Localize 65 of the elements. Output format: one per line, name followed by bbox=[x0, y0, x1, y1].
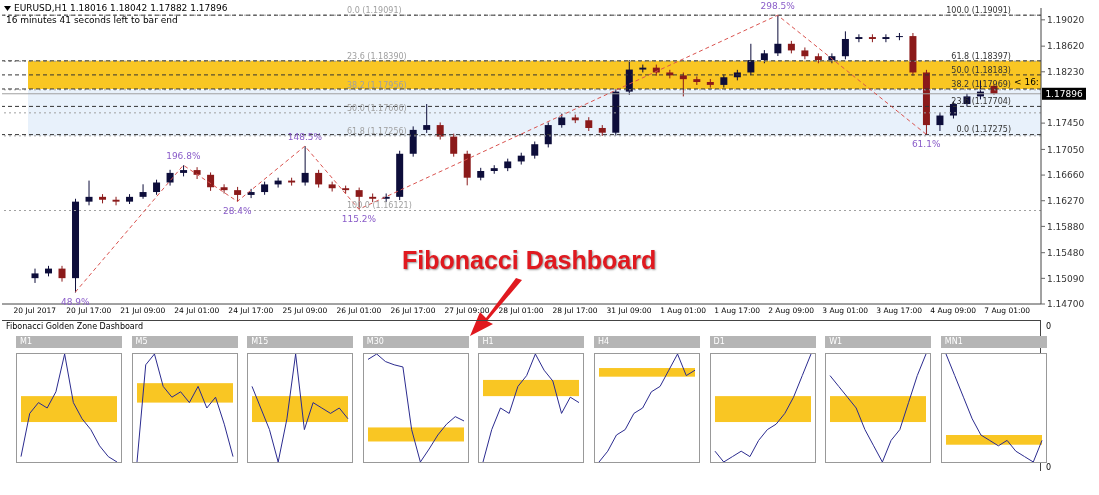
candlestick bbox=[882, 33, 890, 43]
y-tick-label: 1.19020 bbox=[1047, 15, 1085, 26]
candlestick bbox=[85, 180, 93, 206]
candlestick bbox=[774, 14, 782, 57]
candlestick bbox=[247, 188, 255, 199]
text: 16 minutes 41 seconds left to bar end bbox=[6, 15, 178, 25]
chart-title: H4 bbox=[594, 336, 700, 348]
candlestick bbox=[207, 171, 215, 192]
candlestick bbox=[31, 268, 39, 284]
y-tick-label: 1.14700 bbox=[1047, 299, 1085, 310]
annotation: 61.1% bbox=[911, 139, 941, 150]
chart-title: W1 bbox=[825, 336, 932, 348]
candlestick bbox=[301, 145, 309, 187]
candlestick bbox=[220, 183, 228, 194]
ref-line-label: 0.0 (1.19091) bbox=[347, 6, 402, 16]
annotation: 298.5% bbox=[760, 1, 796, 12]
text: 0 bbox=[1046, 463, 1052, 472]
ref-line-label: 61.8 (1.17256) bbox=[347, 126, 407, 136]
y-tick-label: 1.16270 bbox=[1047, 195, 1085, 206]
candlestick bbox=[463, 150, 471, 186]
y-tick-label: 1.16660 bbox=[1047, 170, 1085, 181]
candlestick bbox=[139, 183, 147, 200]
chart-title: EURUSD,H1 1.18016 1.18042 1.17882 1.17896 bbox=[14, 3, 228, 13]
candlestick bbox=[409, 125, 417, 158]
ref-line-label: 1.17896 bbox=[1045, 88, 1083, 99]
ref-line-label: 23.6 (1.18390) bbox=[347, 52, 407, 62]
candlestick bbox=[423, 103, 431, 134]
chart-title: M15 bbox=[247, 336, 354, 348]
ref-line-label: 0.0 (1.17275) bbox=[956, 125, 1011, 135]
text: Fibonacci Golden Zone Dashboard bbox=[6, 322, 143, 331]
candlestick bbox=[112, 196, 120, 206]
y-tick-label: 1.18230 bbox=[1047, 67, 1085, 77]
annotation: 196.8% bbox=[166, 151, 201, 162]
chart-title: M1 bbox=[16, 336, 122, 348]
candlestick bbox=[855, 33, 863, 43]
candlestick bbox=[801, 46, 809, 60]
candlestick bbox=[193, 166, 201, 180]
ref-line-label: 61.8 (1.18397) bbox=[951, 51, 1011, 61]
ref-line-label: 50.0 (1.18183) bbox=[951, 65, 1011, 75]
ref-line-label: 100.0 (1.19091) bbox=[946, 6, 1011, 16]
chart-title: M30 bbox=[362, 336, 469, 348]
y-tick-label: 1.15880 bbox=[1047, 221, 1085, 232]
y-tick-label: 1.18620 bbox=[1047, 41, 1085, 52]
y-tick-label: 1.15480 bbox=[1047, 247, 1085, 258]
annotation: Fibonacci Dashboard bbox=[402, 246, 657, 275]
annotation: < 16: bbox=[1014, 77, 1039, 87]
annotation: 148.5% bbox=[287, 132, 323, 143]
y-tick-label: 1.15090 bbox=[1047, 273, 1085, 284]
candlestick bbox=[936, 112, 944, 132]
candlestick bbox=[747, 43, 755, 76]
text: 0 bbox=[1046, 322, 1052, 331]
ref-line-label: 50.0 (1.17606) bbox=[347, 103, 407, 113]
annotation: 115.2% bbox=[341, 214, 377, 225]
candlestick bbox=[544, 121, 552, 148]
annotation: 28.4% bbox=[223, 206, 253, 217]
chart-title: D1 bbox=[709, 336, 816, 348]
candlestick bbox=[841, 30, 849, 60]
candlestick bbox=[450, 133, 458, 158]
ref-line-label: 38.2 (1.17956) bbox=[347, 80, 407, 90]
chart-title: M5 bbox=[131, 336, 238, 348]
chart-title: MN1 bbox=[940, 336, 1047, 348]
y-tick-label: 1.17450 bbox=[1047, 118, 1085, 129]
y-tick-label: 1.17050 bbox=[1047, 144, 1085, 155]
chart-title: H1 bbox=[478, 336, 585, 348]
candlestick bbox=[328, 181, 336, 193]
